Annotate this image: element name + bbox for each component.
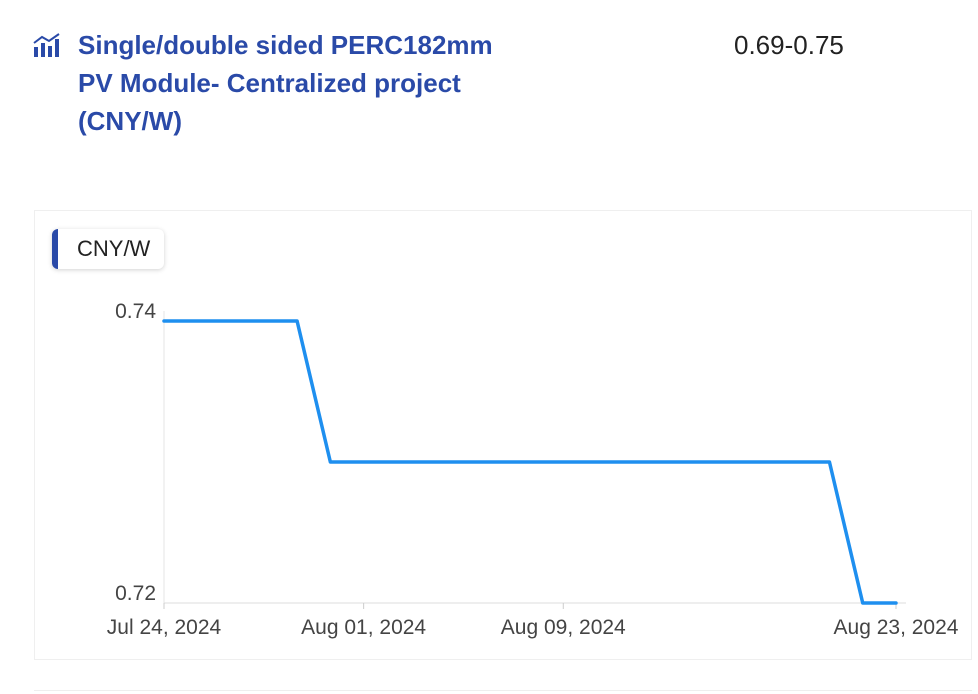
product-header: Single/double sided PERC182mm PV Module-…: [0, 0, 978, 170]
x-tick-label: Aug 01, 2024: [301, 616, 426, 639]
y-tick-label: 0.74: [115, 300, 156, 323]
x-tick-label: Aug 09, 2024: [501, 616, 626, 639]
unit-tag-label: CNY/W: [77, 236, 151, 261]
price-chart-card: CNY/W 0.74 0.72 Jul 24, 2024 Aug 01, 2024 Au…: [34, 210, 972, 660]
product-title[interactable]: Single/double sided PERC182mm PV Module-…: [78, 26, 518, 140]
unit-tag-accent: [52, 229, 58, 269]
bottom-divider: [34, 690, 972, 691]
x-tick-label: Aug 23, 2024: [834, 616, 959, 639]
product-title-line-3: (CNY/W): [78, 106, 182, 136]
bar-chart-trend-icon: [33, 33, 60, 57]
unit-tag: CNY/W: [52, 229, 165, 269]
price-line-chart: 0.74 0.72 Jul 24, 2024 Aug 01, 2024 Aug 09, …: [107, 300, 959, 639]
product-title-line-2: PV Module- Centralized project: [78, 68, 461, 98]
y-tick-label: 0.72: [115, 582, 156, 605]
series-line: [162, 319, 898, 605]
price-range: 0.69-0.75: [734, 30, 844, 60]
product-title-line-1: Single/double sided PERC182mm: [78, 30, 493, 60]
x-tick-label: Jul 24, 2024: [107, 616, 222, 639]
